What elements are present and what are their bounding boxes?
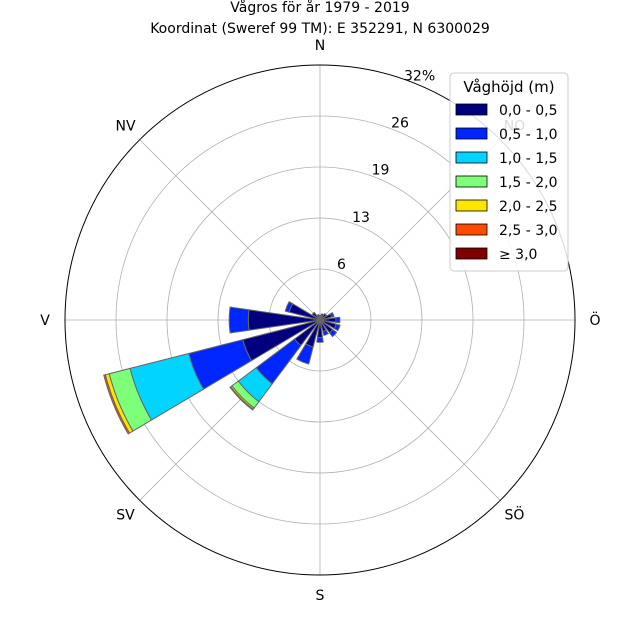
radial-tick-label: 6 xyxy=(337,257,346,273)
legend-swatch xyxy=(455,199,488,212)
legend-label: 1,0 - 1,5 xyxy=(499,151,557,167)
direction-label: SV xyxy=(116,507,135,523)
rose-bar-segment xyxy=(311,311,321,321)
rose-bar-segment xyxy=(296,343,314,365)
legend-items: 0,0 - 0,5 0,5 - 1,0 1,0 - 1,5 1,5 - 2,0 2,0 … xyxy=(455,103,557,263)
chart-title: Vågros för år 1979 - 2019 xyxy=(230,0,409,16)
legend-label: ≥ 3,0 xyxy=(499,247,537,263)
rose-bar-segment xyxy=(322,329,329,337)
radial-tick-label: 32% xyxy=(404,68,435,84)
legend-swatch xyxy=(455,127,488,140)
rose-bar-segment xyxy=(328,328,338,338)
grid-spoke xyxy=(139,139,321,321)
legend-swatch xyxy=(455,247,488,260)
polar-grid xyxy=(65,65,575,575)
rose-bar-segment xyxy=(335,316,341,324)
direction-label: S xyxy=(316,588,325,604)
radial-tick-label: 19 xyxy=(372,163,390,179)
radial-tick-label: 13 xyxy=(352,210,370,226)
legend: Våghöjd (m) 0,0 - 0,5 0,5 - 1,0 1,0 - 1,5 1… xyxy=(449,72,569,272)
legend-label: 0,5 - 1,0 xyxy=(499,127,557,143)
direction-label: V xyxy=(40,313,50,329)
rose-bar-segment xyxy=(228,306,250,334)
legend-swatch xyxy=(455,151,488,164)
rose-bar-segment xyxy=(103,374,131,435)
legend-label: 2,5 - 3,0 xyxy=(499,223,557,239)
legend-label: 2,0 - 2,5 xyxy=(499,199,557,215)
legend-swatch xyxy=(455,175,488,188)
polar-frame xyxy=(64,64,576,576)
rose-bar-segment xyxy=(247,309,321,331)
direction-label: NV xyxy=(116,119,136,135)
radial-tick-labels: 6 13 19 26 32% xyxy=(337,68,435,272)
direction-label: N xyxy=(315,38,325,54)
direction-label: SÖ xyxy=(505,505,525,523)
grid-spoke xyxy=(319,319,501,501)
rose-bar-segment xyxy=(333,323,341,332)
rose-bar-segment xyxy=(329,311,335,318)
rose-bar-segment xyxy=(284,301,294,313)
legend-swatch xyxy=(455,103,488,116)
radial-tick-label: 26 xyxy=(391,116,409,132)
rose-bar-segment xyxy=(316,313,321,321)
rose-bar-segment xyxy=(318,314,322,321)
chart-subtitle: Koordinat (Sweref 99 TM): E 352291, N 63… xyxy=(150,21,490,37)
legend-box xyxy=(449,72,569,272)
direction-label: Ö xyxy=(589,311,600,329)
legend-label: 0,0 - 0,5 xyxy=(499,103,557,119)
legend-swatch xyxy=(455,223,488,236)
rose-bar-segment xyxy=(319,312,328,321)
legend-label: 1,5 - 2,0 xyxy=(499,175,557,191)
rose-bars xyxy=(103,301,341,435)
legend-title: Våghöjd (m) xyxy=(463,78,554,96)
rose-bar-segment xyxy=(316,336,324,343)
rose-bar-segment xyxy=(229,386,254,411)
outer-circle xyxy=(64,64,576,576)
